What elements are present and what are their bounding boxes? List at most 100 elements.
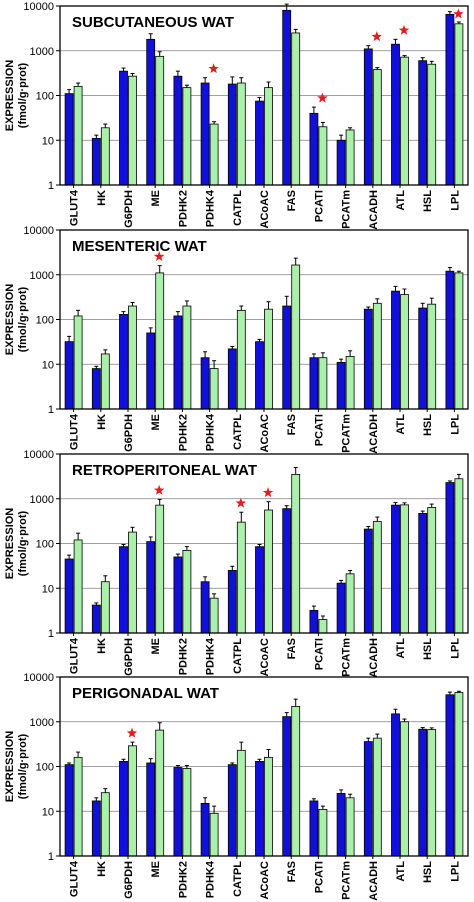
significance-star — [126, 727, 138, 738]
y-tick-label: 1000 — [30, 270, 54, 282]
bar-a-acadh — [363, 741, 373, 857]
x-label-catpl: CATPL — [232, 190, 244, 226]
bar-b-hsl — [427, 729, 437, 857]
bar-b-acadh — [372, 521, 382, 634]
x-label-hsl: HSL — [422, 414, 434, 436]
bar-a-pdhk4 — [200, 802, 210, 857]
significance-star — [453, 8, 464, 19]
bar-a-pdhk2 — [173, 75, 183, 186]
bar-b-atl — [400, 721, 409, 857]
y-axis-label: EXPRESSION — [4, 731, 16, 803]
bar-b-catpl — [236, 521, 246, 634]
x-label-pcatm: PCATm — [341, 638, 353, 677]
bar-a-lpl — [445, 694, 455, 857]
y-tick-label: 1 — [48, 404, 54, 416]
bar-b-pdhk2 — [182, 768, 192, 857]
bar-a-fas — [282, 508, 292, 634]
bar-a-fas — [282, 305, 292, 410]
bar-a-acoac — [255, 761, 264, 857]
x-label-acoac: ACoAC — [259, 414, 271, 453]
y-tick-label: 100 — [36, 762, 54, 774]
x-label-pdhk4: PDHK4 — [205, 413, 217, 451]
bar-a-glut4 — [64, 764, 74, 857]
bar-a-fas — [282, 9, 292, 186]
bar-a-g6pdh — [119, 546, 128, 634]
y-axis-unit: (fmol/g·prot) — [17, 510, 29, 576]
bar-a-atl — [391, 43, 400, 186]
x-label-fas: FAS — [286, 861, 298, 882]
x-label-acadh: ACADH — [368, 638, 380, 678]
x-label-acadh: ACADH — [368, 861, 380, 901]
x-label-catpl: CATPL — [232, 638, 244, 674]
y-tick-label: 10000 — [23, 1, 54, 13]
x-label-glut4: GLUT4 — [69, 860, 81, 897]
bar-a-atl — [391, 290, 400, 410]
bar-a-g6pdh — [119, 314, 128, 410]
bar-b-fas — [291, 264, 301, 410]
bar-a-pcati — [309, 357, 319, 410]
x-label-fas: FAS — [286, 414, 298, 435]
y-tick-label: 1 — [48, 180, 54, 192]
x-label-g6pdh: G6PDH — [123, 861, 135, 899]
bar-b-g6pdh — [128, 75, 137, 186]
y-tick-label: 10 — [42, 135, 54, 147]
bar-b-hk — [100, 127, 110, 186]
bar-a-pcati — [309, 112, 319, 186]
plot-frame — [59, 229, 469, 410]
x-label-lpl: LPL — [449, 861, 461, 882]
panel-3: 1 10 100 1000 10000 GLUT4 HK G6PDH ME PDHK2 PDHK4 C… — [4, 449, 469, 678]
x-label-g6pdh: G6PDH — [123, 190, 135, 228]
bar-a-hk — [91, 368, 101, 410]
x-label-pdhk2: PDHK2 — [177, 414, 189, 451]
y-tick-label: 1000 — [30, 717, 54, 729]
bar-a-glut4 — [64, 558, 74, 634]
x-label-catpl: CATPL — [232, 861, 244, 897]
x-label-pcati: PCATI — [313, 414, 325, 446]
bar-b-hk — [100, 792, 110, 857]
bar-b-acadh — [372, 302, 382, 410]
bar-b-pdhk2 — [182, 87, 192, 186]
bar-b-catpl — [236, 309, 246, 410]
x-label-hsl: HSL — [422, 190, 434, 212]
x-label-hk: HK — [96, 861, 108, 877]
y-axis-label: EXPRESSION — [4, 284, 16, 356]
significance-star — [208, 63, 219, 74]
x-label-g6pdh: G6PDH — [123, 414, 135, 452]
y-tick-label: 1 — [48, 851, 54, 863]
x-label-me: ME — [150, 861, 162, 878]
bar-a-pdhk4 — [200, 581, 210, 634]
bar-b-g6pdh — [128, 305, 137, 410]
bar-a-pdhk2 — [173, 767, 183, 857]
significance-star — [398, 24, 410, 35]
x-label-acoac: ACoAC — [259, 861, 271, 900]
bar-a-glut4 — [64, 341, 74, 410]
bar-b-catpl — [236, 82, 246, 186]
y-tick-label: 10000 — [23, 449, 54, 461]
significance-star — [262, 487, 274, 498]
bar-b-lpl — [454, 478, 464, 634]
x-label-glut4: GLUT4 — [69, 189, 81, 226]
bar-a-catpl — [227, 83, 237, 186]
bar-a-pcatm — [336, 582, 346, 634]
bar-b-lpl — [454, 23, 464, 186]
bar-b-pdhk4 — [209, 812, 219, 857]
bar-b-pcati — [318, 357, 328, 410]
x-label-pdhk2: PDHK2 — [177, 638, 189, 675]
bar-b-pdhk4 — [209, 123, 219, 186]
bar-b-pdhk4 — [209, 368, 219, 410]
bar-b-pcatm — [345, 355, 355, 410]
x-label-hk: HK — [96, 190, 108, 206]
panel-1: 1 10 100 1000 10000 GLUT4 HK G6PDH ME PDHK2 PDHK4 C… — [4, 1, 469, 230]
x-label-lpl: LPL — [449, 414, 461, 435]
bar-b-g6pdh — [128, 531, 137, 634]
bar-b-pcatm — [345, 573, 355, 634]
significance-star — [153, 484, 165, 495]
bar-a-atl — [391, 504, 400, 634]
x-label-hk: HK — [96, 414, 108, 430]
bar-a-catpl — [227, 570, 237, 634]
bar-b-pcatm — [345, 797, 355, 857]
y-tick-label: 10 — [42, 806, 54, 818]
x-label-lpl: LPL — [449, 638, 461, 659]
y-axis-label: EXPRESSION — [4, 508, 16, 580]
